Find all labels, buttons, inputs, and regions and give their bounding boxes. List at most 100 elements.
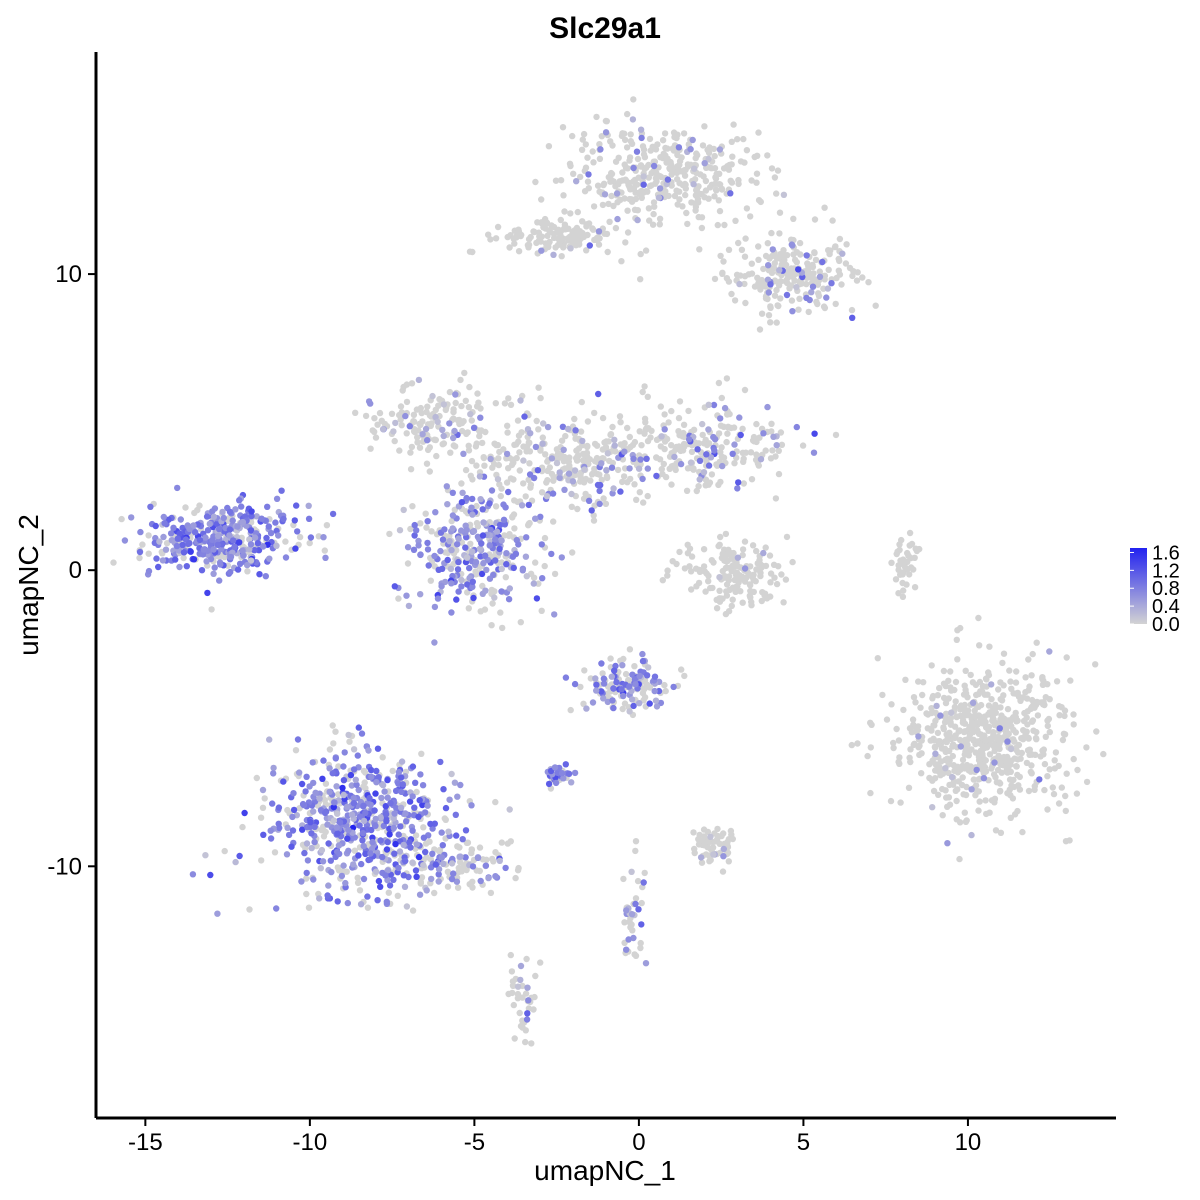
data-point — [479, 532, 487, 539]
data-point — [1036, 776, 1043, 783]
data-point — [767, 281, 774, 288]
data-point — [513, 234, 520, 241]
data-point — [251, 534, 259, 541]
data-point — [498, 839, 505, 846]
data-point — [566, 160, 574, 167]
data-point — [579, 218, 586, 225]
data-point — [1029, 717, 1037, 724]
data-point — [379, 426, 387, 433]
data-point — [600, 680, 608, 687]
data-point — [318, 846, 326, 854]
data-point — [494, 476, 502, 483]
data-point — [457, 376, 464, 384]
data-point — [923, 710, 930, 717]
x-axis-label: umapNC_1 — [534, 1155, 676, 1186]
data-point — [917, 704, 924, 711]
data-point — [240, 552, 247, 559]
data-point — [449, 512, 457, 519]
data-point — [642, 419, 649, 426]
data-point — [799, 442, 807, 449]
data-point — [950, 762, 957, 769]
data-point — [728, 138, 735, 145]
data-point — [413, 788, 420, 796]
data-point — [483, 856, 490, 863]
data-point — [736, 414, 743, 421]
data-point — [754, 274, 761, 281]
data-point — [735, 239, 742, 247]
data-point — [723, 438, 730, 446]
data-point — [472, 443, 480, 450]
data-point — [747, 213, 754, 220]
data-point — [696, 831, 703, 839]
data-point — [1070, 755, 1077, 763]
data-point — [403, 381, 410, 388]
data-point — [262, 573, 269, 580]
data-point — [527, 233, 534, 241]
x-tick-label: -5 — [464, 1129, 485, 1156]
data-point — [784, 274, 792, 281]
data-point — [1015, 693, 1023, 700]
data-point — [558, 554, 565, 561]
data-point — [676, 196, 683, 203]
data-point — [307, 819, 314, 826]
data-point — [387, 800, 394, 807]
data-point — [796, 295, 803, 302]
data-point — [574, 505, 581, 513]
data-point — [516, 449, 523, 456]
data-point — [299, 826, 306, 833]
y-axis-label: umapNC_2 — [13, 514, 44, 656]
data-point — [684, 220, 691, 228]
data-point — [485, 231, 492, 238]
data-point — [275, 532, 282, 539]
data-point — [603, 467, 610, 474]
data-point — [585, 220, 593, 227]
data-point — [642, 247, 650, 254]
data-point — [1026, 746, 1034, 753]
data-point — [448, 609, 455, 616]
data-point — [677, 460, 685, 468]
data-point — [771, 174, 779, 181]
data-point — [1061, 707, 1069, 714]
data-point — [831, 243, 839, 251]
data-point — [604, 248, 611, 256]
data-point — [523, 1016, 531, 1023]
data-point — [373, 779, 380, 786]
data-point — [985, 723, 993, 730]
data-point — [329, 770, 336, 777]
data-point — [390, 815, 397, 822]
data-point — [717, 252, 724, 260]
data-point — [424, 446, 432, 454]
data-point — [962, 667, 969, 674]
data-point — [575, 445, 583, 452]
data-point — [244, 561, 251, 569]
data-point — [939, 785, 946, 793]
data-point — [714, 825, 721, 833]
data-point — [437, 547, 444, 555]
data-point — [701, 123, 708, 130]
data-point — [152, 522, 159, 530]
data-point — [710, 433, 717, 441]
data-point — [624, 229, 632, 236]
data-point — [454, 566, 462, 573]
data-point — [1044, 773, 1051, 780]
data-point — [622, 239, 629, 246]
data-point — [543, 479, 550, 486]
data-point — [294, 736, 302, 743]
data-point — [614, 466, 622, 474]
data-point — [986, 751, 994, 758]
data-point — [731, 297, 739, 304]
data-point — [458, 499, 466, 506]
data-point — [764, 403, 771, 411]
data-point — [619, 169, 626, 176]
data-point — [192, 529, 199, 536]
data-point — [771, 260, 778, 267]
data-point — [740, 458, 747, 465]
data-point — [246, 536, 253, 543]
data-point — [505, 488, 512, 496]
data-point — [424, 546, 432, 553]
data-point — [476, 432, 483, 440]
data-point — [608, 192, 615, 200]
data-point — [661, 411, 668, 418]
data-point — [397, 823, 404, 830]
data-point — [599, 455, 606, 462]
